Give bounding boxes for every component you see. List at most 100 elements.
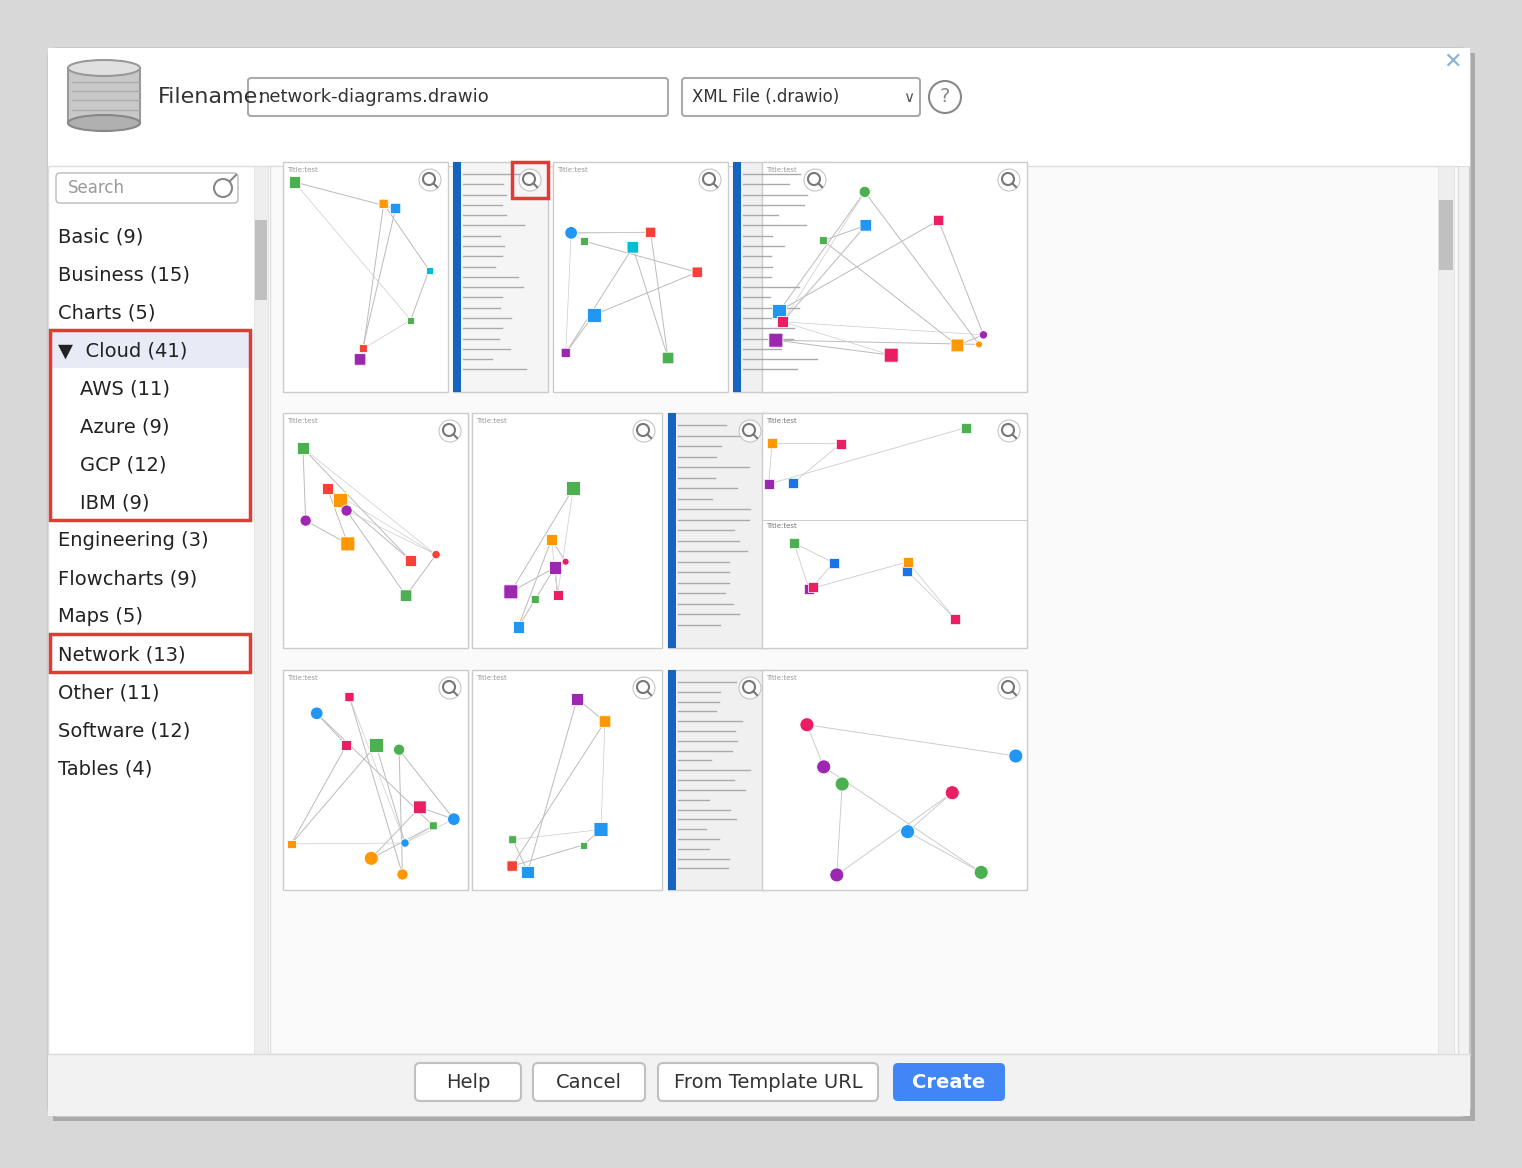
Text: GCP (12): GCP (12) [81,456,166,474]
Circle shape [432,550,440,558]
Bar [788,538,799,548]
Bar [454,162,548,392]
FancyBboxPatch shape [345,693,355,702]
Circle shape [454,260,460,267]
FancyBboxPatch shape [531,596,539,604]
Text: Title:test: Title:test [476,418,507,424]
Circle shape [668,621,674,627]
FancyBboxPatch shape [769,333,782,347]
Circle shape [633,420,654,442]
FancyBboxPatch shape [379,200,388,208]
Text: Title:test: Title:test [766,523,796,529]
FancyBboxPatch shape [594,822,607,836]
Circle shape [668,427,674,434]
Bar [511,162,548,199]
FancyBboxPatch shape [390,203,400,214]
FancyBboxPatch shape [600,716,610,728]
FancyBboxPatch shape [341,537,355,551]
Circle shape [734,366,740,371]
Text: ▼  Cloud (41): ▼ Cloud (41) [58,341,187,361]
Text: Basic (9): Basic (9) [58,228,143,246]
Text: IBM (9): IBM (9) [81,494,149,513]
FancyBboxPatch shape [416,1063,521,1101]
Circle shape [364,851,379,865]
Bar [767,438,778,449]
Text: Flowcharts (9): Flowcharts (9) [58,570,198,589]
Circle shape [562,558,569,565]
Text: Engineering (3): Engineering (3) [58,531,209,550]
Bar [289,176,300,188]
Bar [405,555,417,566]
Circle shape [740,420,761,442]
FancyBboxPatch shape [562,348,571,357]
FancyBboxPatch shape [662,353,674,363]
Circle shape [668,725,674,731]
FancyBboxPatch shape [893,1063,1005,1101]
Circle shape [801,718,814,731]
Bar [566,481,580,495]
Circle shape [341,505,352,516]
Bar [368,738,384,752]
FancyBboxPatch shape [682,78,919,116]
Circle shape [419,169,441,192]
FancyBboxPatch shape [355,354,365,366]
Circle shape [836,777,849,791]
Bar [668,670,769,890]
Text: Help: Help [446,1072,490,1092]
Bar [1438,200,1454,270]
Circle shape [454,199,460,204]
Circle shape [519,169,540,192]
Circle shape [858,186,871,197]
FancyBboxPatch shape [429,822,437,829]
Bar [587,308,601,322]
Circle shape [945,786,959,800]
Bar [772,304,787,318]
Bar [49,166,279,1054]
Bar [333,493,347,507]
Bar [269,166,1458,1054]
Circle shape [668,493,674,499]
FancyBboxPatch shape [504,585,517,599]
FancyBboxPatch shape [884,348,898,362]
Circle shape [394,744,405,756]
Bar [68,68,140,123]
Text: network-diagrams.drawio: network-diagrams.drawio [259,88,489,106]
Bar [522,865,534,878]
Text: Filename:: Filename: [158,86,266,107]
Bar [256,220,266,300]
Ellipse shape [68,60,140,76]
Circle shape [668,450,674,456]
Text: Create: Create [912,1072,986,1092]
FancyBboxPatch shape [49,48,1470,1115]
Circle shape [734,239,740,246]
Text: Title:test: Title:test [476,675,507,681]
Circle shape [668,684,674,691]
Bar [960,423,971,432]
Circle shape [901,825,915,839]
Bar [49,331,251,368]
Circle shape [817,760,831,774]
Circle shape [454,324,460,331]
Circle shape [668,825,674,830]
Bar [548,561,562,573]
Circle shape [668,514,674,520]
Circle shape [734,324,740,331]
Circle shape [734,220,740,225]
Bar [764,479,773,489]
Circle shape [740,677,761,698]
Circle shape [979,331,988,339]
Circle shape [668,557,674,563]
Bar [580,237,587,245]
Circle shape [454,178,460,183]
Circle shape [447,813,460,826]
Bar [552,162,728,392]
Bar [472,670,662,890]
Bar [546,534,557,545]
Bar [426,266,432,273]
Circle shape [829,868,843,882]
Text: XML File (.drawio): XML File (.drawio) [693,88,839,106]
Bar [50,634,250,672]
Circle shape [668,805,674,811]
Bar [513,621,524,633]
FancyBboxPatch shape [400,590,412,602]
